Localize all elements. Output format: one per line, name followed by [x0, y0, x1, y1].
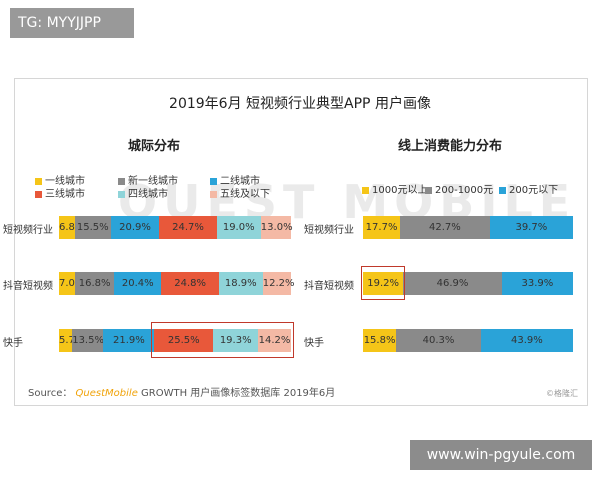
- bar-segment: 13.5%: [72, 329, 104, 352]
- legend-swatch: [425, 186, 432, 194]
- legend-label: 三线城市: [45, 189, 85, 200]
- legend-swatch: [362, 186, 369, 194]
- bar-segment: 19.2%: [363, 272, 404, 295]
- bar-segment: 20.9%: [110, 216, 160, 239]
- category-label: 快手: [3, 338, 23, 349]
- bar-segment: 39.7%: [489, 216, 573, 239]
- bar-segment: 19.0%: [216, 216, 261, 239]
- bar-segment: 6.8%: [59, 216, 84, 239]
- legend-item: 200元以下: [499, 181, 558, 196]
- source-line: Source： QuestMobile GROWTH 用户画像标签数据库 201…: [28, 384, 335, 399]
- legend-swatch: [118, 177, 125, 185]
- bar-segment: 16.8%: [75, 272, 115, 295]
- legend-item: 一线城市: [35, 172, 85, 187]
- chart-title: 2019年6月 短视频行业典型APP 用户画像: [169, 96, 431, 112]
- category-label: 短视频行业: [304, 225, 354, 236]
- source-label: Source：: [28, 388, 73, 399]
- legend-item: 200-1000元: [425, 181, 493, 196]
- legend-label: 五线及以下: [220, 189, 270, 200]
- legend-label: 二线城市: [220, 176, 260, 187]
- legend-item: 1000元以上: [362, 181, 427, 196]
- legend-item: 五线及以下: [210, 185, 270, 200]
- highlight-box: [151, 322, 294, 358]
- bar-segment: 21.9%: [103, 329, 155, 352]
- legend-item: 四线城市: [118, 185, 168, 200]
- bar-segment: 42.7%: [400, 216, 490, 239]
- bar-segment: 15.8%: [363, 329, 397, 352]
- bar-segment: 12.2%: [262, 272, 295, 295]
- panel-title-city: 城际分布: [128, 139, 181, 154]
- bar-segment: 24.8%: [161, 272, 219, 295]
- panel-title-consumption: 线上消费能力分布: [398, 139, 503, 154]
- bar-segment: 40.3%: [396, 329, 481, 352]
- legend-swatch: [210, 177, 217, 185]
- category-label: 短视频行业: [3, 225, 53, 236]
- legend-swatch: [210, 190, 217, 198]
- bar-segment: 7.0%: [59, 272, 84, 295]
- bar-segment: 33.9%: [501, 272, 573, 295]
- bar-segment: 17.7%: [363, 216, 401, 239]
- legend-label: 四线城市: [128, 189, 168, 200]
- legend-label: 新一线城市: [128, 176, 178, 187]
- bar-segment: 20.4%: [114, 272, 162, 295]
- bar-segment: 46.9%: [403, 272, 502, 295]
- bar-segment: 25.5%: [154, 329, 214, 352]
- legend-swatch: [118, 190, 125, 198]
- source-text: GROWTH 用户画像标签数据库 2019年6月: [141, 388, 336, 399]
- legend-item: 三线城市: [35, 185, 85, 200]
- bar-segment: 14.2%: [258, 329, 291, 352]
- bar-segment: 5.7%: [59, 329, 84, 352]
- channel-badge: TG: MYYJJPP: [10, 8, 134, 38]
- highlight-box: [361, 266, 406, 300]
- category-label: 抖音短视频: [3, 281, 53, 292]
- legend-label: 200元以下: [509, 185, 559, 196]
- source-brand: QuestMobile: [75, 388, 138, 399]
- chart-card: [14, 78, 588, 406]
- credit-text: ©格隆汇: [546, 389, 578, 398]
- legend-label: 1000元以上: [372, 185, 428, 196]
- footer-url-badge: www.win-pgyule.com: [410, 440, 592, 470]
- category-label: 快手: [304, 338, 324, 349]
- legend-swatch: [35, 190, 42, 198]
- bar-segment: 24.7%: [159, 216, 217, 239]
- legend-label: 一线城市: [45, 176, 85, 187]
- legend-swatch: [35, 177, 42, 185]
- bar-segment: 13.0%: [260, 216, 293, 239]
- legend-item: 二线城市: [210, 172, 260, 187]
- bar-segment: 18.9%: [218, 272, 263, 295]
- legend-label: 200-1000元: [435, 185, 494, 196]
- bar-segment: 15.5%: [74, 216, 111, 239]
- legend-swatch: [499, 186, 506, 194]
- bar-segment: 43.9%: [480, 329, 573, 352]
- bar-segment: 19.3%: [213, 329, 259, 352]
- legend-item: 新一线城市: [118, 172, 178, 187]
- category-label: 抖音短视频: [304, 281, 354, 292]
